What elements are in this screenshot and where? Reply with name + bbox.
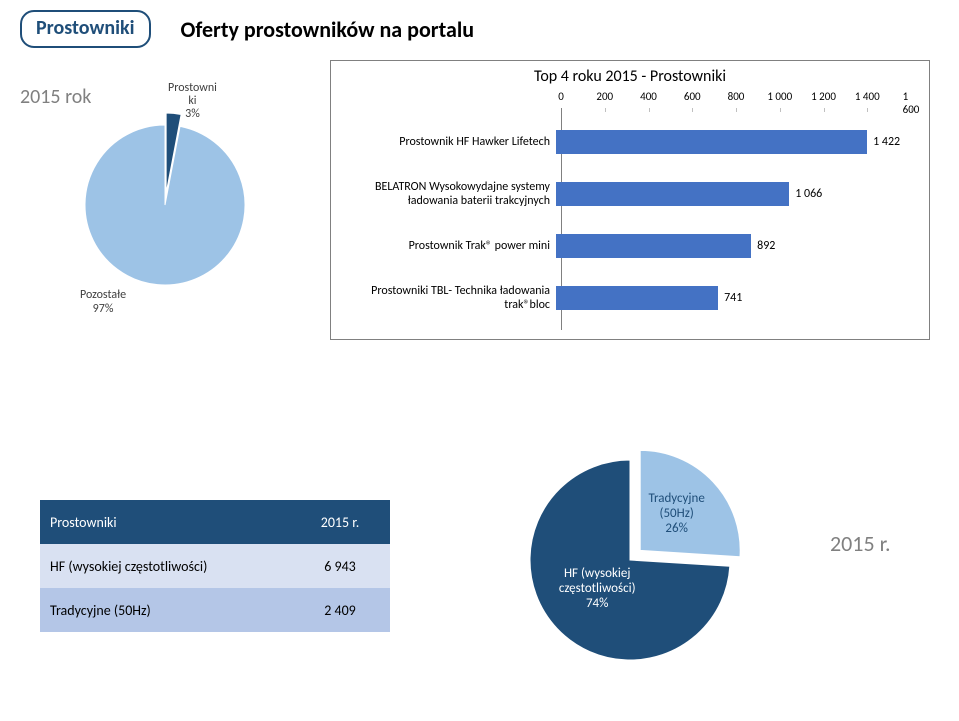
bar-label: Prostownik Trak® power mini <box>351 239 556 253</box>
bar <box>556 286 718 310</box>
bar-value: 892 <box>757 239 775 253</box>
bar-row: Prostownik Trak® power mini 892 <box>351 224 909 268</box>
axis-tick: 1 000 <box>767 90 792 103</box>
bar-value: 1 422 <box>873 135 900 149</box>
bar-label: BELATRON Wysokowydajne systemy ładowania… <box>351 180 556 209</box>
pie-chart-hf-vs-trad: Tradycyjne(50Hz)26%HF (wysokiejczęstotli… <box>500 420 760 680</box>
pie-chart-share: Prostowniki3%Pozostałe97% <box>60 90 270 300</box>
year-label-2: 2015 r. <box>830 530 891 557</box>
table-cell: Tradycyjne (50Hz) <box>40 602 290 619</box>
bar-row: Prostowniki TBL- Technika ładowania trak… <box>351 276 909 320</box>
axis-tick: 1 200 <box>811 90 836 103</box>
bar-row: BELATRON Wysokowydajne systemy ładowania… <box>351 172 909 216</box>
axis-tick: 1 400 <box>855 90 880 103</box>
bar-value: 1 066 <box>795 187 822 201</box>
bar-chart-top4: Top 4 roku 2015 - Prostowniki 0 200 400 600… <box>330 60 930 340</box>
bar-label: Prostowniki TBL- Technika ładowania trak… <box>351 284 556 313</box>
page-badge: Prostowniki <box>20 10 151 48</box>
bar-row: Prostownik HF Hawker Lifetech 1 422 <box>351 120 909 164</box>
table-cell: HF (wysokiej częstotliwości) <box>40 558 290 575</box>
bar <box>556 130 867 154</box>
bar-label: Prostownik HF Hawker Lifetech <box>351 135 556 149</box>
pie-slice <box>85 125 245 285</box>
pie-slice-label: Pozostałe97% <box>80 288 126 316</box>
axis-tick: 800 <box>728 90 745 103</box>
table-header-year: 2015 r. <box>290 514 390 531</box>
axis-tick: 1 600 <box>903 90 920 116</box>
data-table: Prostowniki 2015 r. HF (wysokiej częstot… <box>40 500 390 632</box>
bar <box>556 182 789 206</box>
axis-tick: 200 <box>596 90 613 103</box>
bar-chart-title: Top 4 roku 2015 - Prostowniki <box>331 67 929 86</box>
table-cell: 6 943 <box>290 558 390 575</box>
table-header-name: Prostowniki <box>40 514 290 531</box>
bar-value: 741 <box>724 291 742 305</box>
axis-tick: 0 <box>558 90 564 103</box>
bar <box>556 234 751 258</box>
pie-slice-label: Prostowniki3% <box>168 82 217 122</box>
axis-tick: 400 <box>640 90 657 103</box>
table-cell: 2 409 <box>290 602 390 619</box>
axis-tick: 600 <box>684 90 701 103</box>
page-title: Oferty prostowników na portalu <box>181 16 475 43</box>
